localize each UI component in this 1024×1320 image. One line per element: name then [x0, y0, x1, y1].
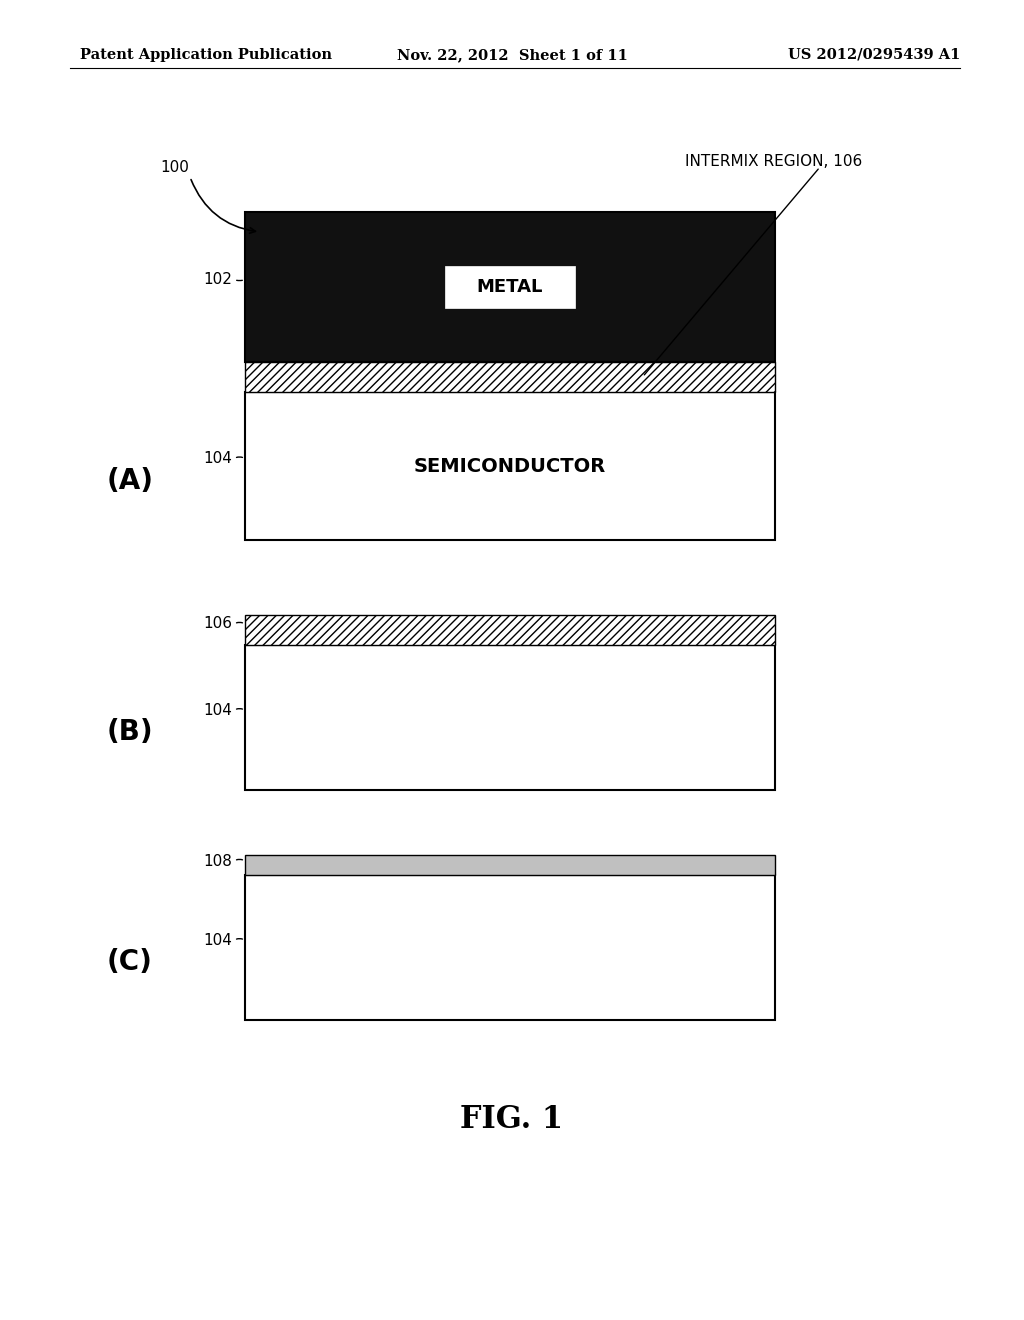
- Text: Nov. 22, 2012  Sheet 1 of 11: Nov. 22, 2012 Sheet 1 of 11: [396, 48, 628, 62]
- Text: 102: 102: [203, 272, 232, 286]
- Text: 106: 106: [203, 616, 232, 631]
- Text: 104: 104: [203, 702, 232, 718]
- Text: 104: 104: [203, 933, 232, 948]
- Bar: [245, 645, 775, 789]
- Text: Patent Application Publication: Patent Application Publication: [80, 48, 332, 62]
- Bar: [245, 875, 775, 1020]
- Text: 104: 104: [203, 451, 232, 466]
- Text: INTERMIX REGION, 106: INTERMIX REGION, 106: [685, 154, 862, 169]
- Text: US 2012/0295439 A1: US 2012/0295439 A1: [787, 48, 961, 62]
- Text: (B): (B): [106, 718, 154, 746]
- Text: SEMICONDUCTOR: SEMICONDUCTOR: [414, 457, 606, 475]
- Text: (A): (A): [106, 467, 154, 495]
- Bar: [245, 213, 775, 362]
- Text: 108: 108: [203, 854, 232, 869]
- Text: METAL: METAL: [477, 279, 543, 296]
- Text: (C): (C): [108, 948, 153, 975]
- Bar: [445, 267, 575, 308]
- Bar: [245, 362, 775, 392]
- Bar: [245, 855, 775, 875]
- Bar: [245, 392, 775, 540]
- Bar: [245, 615, 775, 645]
- Text: FIG. 1: FIG. 1: [461, 1105, 563, 1135]
- Text: 100: 100: [160, 160, 188, 174]
